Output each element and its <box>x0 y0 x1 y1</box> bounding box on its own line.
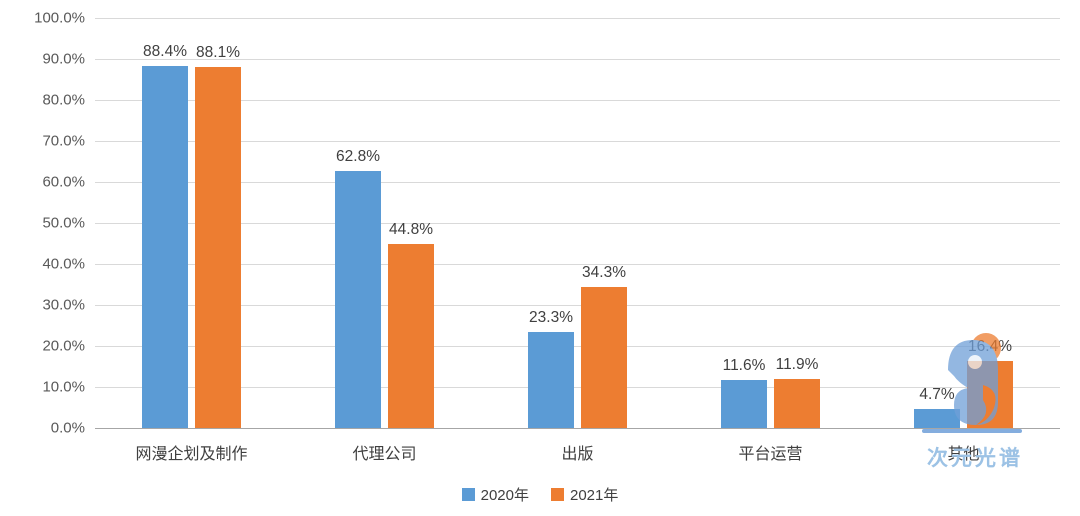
y-tick-label: 10.0% <box>42 378 85 396</box>
bar-2020年-代理公司 <box>335 170 381 428</box>
bar-value-label: 88.4% <box>143 42 187 60</box>
legend-item-2021年: 2021年 <box>551 484 618 505</box>
bar-2021年-平台运营 <box>774 379 820 428</box>
y-tick-label: 90.0% <box>42 50 85 68</box>
gridline <box>95 346 1060 347</box>
bar-2021年-出版 <box>581 287 627 428</box>
y-tick-label: 30.0% <box>42 296 85 314</box>
legend-label: 2020年 <box>480 487 529 504</box>
bar-value-label: 23.3% <box>529 309 573 327</box>
bar-value-label: 34.3% <box>582 264 626 282</box>
gridline <box>95 141 1060 142</box>
gridline <box>95 264 1060 265</box>
y-tick-label: 50.0% <box>42 214 85 232</box>
gridline <box>95 100 1060 101</box>
bar-2021年-其他 <box>967 360 1013 428</box>
bar-2020年-出版 <box>528 332 574 428</box>
bar-value-label: 16.4% <box>968 337 1012 355</box>
bar-value-label: 88.1% <box>196 43 240 61</box>
bar-2021年-网漫企划及制作 <box>195 66 241 428</box>
x-axis-line <box>95 428 1060 429</box>
y-tick-label: 60.0% <box>42 173 85 191</box>
y-tick-label: 70.0% <box>42 132 85 150</box>
bar-2020年-其他 <box>914 408 960 428</box>
legend-item-2020年: 2020年 <box>461 484 529 505</box>
legend: 2020年 2021年 <box>0 484 1080 505</box>
x-category-label: 网漫企划及制作 <box>135 446 248 463</box>
gridline <box>95 387 1060 388</box>
x-category-label: 代理公司 <box>352 446 417 463</box>
y-tick-label: 100.0% <box>34 9 85 27</box>
legend-swatch <box>551 488 564 501</box>
watermark-underline <box>922 429 1022 433</box>
x-category-label: 出版 <box>561 446 594 463</box>
gridline <box>95 182 1060 183</box>
gridline <box>95 223 1060 224</box>
y-tick-label: 0.0% <box>50 419 85 437</box>
y-tick-label: 40.0% <box>42 255 85 273</box>
gridline <box>95 18 1060 19</box>
bar-value-label: 11.9% <box>775 356 819 374</box>
bar-value-label: 4.7% <box>919 385 955 403</box>
x-category-label: 其他 <box>947 446 980 463</box>
bar-2021年-代理公司 <box>388 244 434 428</box>
gridline <box>95 59 1060 60</box>
bar-value-label: 44.8% <box>389 221 433 239</box>
legend-label: 2021年 <box>570 487 619 504</box>
bar-value-label: 62.8% <box>336 147 380 165</box>
bar-2020年-网漫企划及制作 <box>142 65 188 428</box>
legend-swatch <box>461 488 475 501</box>
gridline <box>95 305 1060 306</box>
y-tick-label: 80.0% <box>42 91 85 109</box>
bar-value-label: 11.6% <box>722 357 766 375</box>
bar-2020年-平台运营 <box>721 380 767 428</box>
y-tick-label: 20.0% <box>42 337 85 355</box>
x-category-label: 平台运营 <box>738 446 803 463</box>
